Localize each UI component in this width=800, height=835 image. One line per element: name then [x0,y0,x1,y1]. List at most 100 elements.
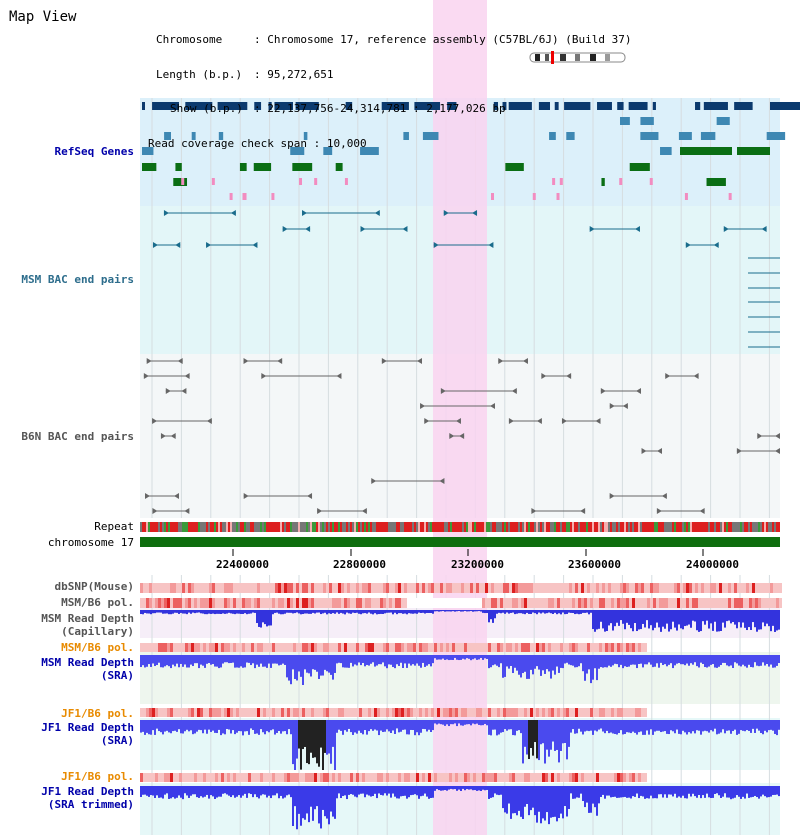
repeat-element[interactable] [616,522,618,532]
msm-depth-capillary-bar[interactable] [304,610,306,614]
jf1-depth-sra-bar[interactable] [184,720,186,732]
msm-depth-capillary-bar[interactable] [690,610,692,628]
msm-b6-pol-sra-cell[interactable] [218,643,221,652]
msm-b6-pol-cell[interactable] [689,598,692,608]
repeat-element[interactable] [470,522,472,532]
dbsnp-cell[interactable] [491,583,494,593]
msm-depth-sra-bar[interactable] [618,655,620,668]
jf1-b6-pol-cell[interactable] [500,708,503,717]
jf1-b6-pol-trim-cell[interactable] [617,773,620,782]
jf1-b6-pol-cell[interactable] [488,708,491,717]
msm-depth-capillary-bar[interactable] [576,610,578,614]
jf1-depth-trim-bar[interactable] [636,786,638,794]
jf1-depth-sra-bar[interactable] [728,720,730,731]
msm-depth-capillary-bar[interactable] [602,610,604,629]
track-label-jf1-b6-pol-2[interactable]: JF1/B6 pol. [61,770,134,783]
msm-b6-pol-cell[interactable] [278,598,281,608]
dbsnp-cell[interactable] [398,583,401,593]
msm-b6-pol-cell[interactable] [587,598,590,608]
msm-depth-capillary-bar[interactable] [414,610,416,614]
jf1-b6-pol-cell[interactable] [434,708,437,717]
msm-depth-sra-bar[interactable] [268,655,270,664]
jf1-depth-sra-bar[interactable] [348,720,350,729]
jf1-depth-sra-bar[interactable] [374,720,376,730]
gene-feature[interactable] [652,102,656,110]
dbsnp-cell[interactable] [602,583,605,593]
msm-b6-pol-cell[interactable] [176,598,179,608]
msm-depth-capillary-bar[interactable] [718,610,720,632]
jf1-depth-sra-bar[interactable] [378,720,380,736]
jf1-depth-trim-bar[interactable] [570,786,572,794]
jf1-depth-sra-bar[interactable] [714,720,716,729]
msm-b6-pol-cell[interactable] [776,598,779,608]
dbsnp-cell[interactable] [257,583,260,593]
jf1-b6-pol-trim-cell[interactable] [284,773,287,782]
repeat-element[interactable] [566,522,568,532]
msm-b6-pol-sra-cell[interactable] [422,643,425,652]
jf1-depth-trim-bar[interactable] [320,786,322,829]
jf1-depth-trim-bar[interactable] [526,786,528,804]
jf1-b6-pol-trim-cell[interactable] [164,773,167,782]
jf1-depth-sra-bar[interactable] [356,720,358,734]
jf1-b6-pol-cell[interactable] [452,708,455,717]
msm-b6-pol-cell[interactable] [332,598,335,608]
jf1-depth-sra-bar[interactable] [370,720,372,730]
msm-b6-pol-sra-cell[interactable] [542,643,545,652]
jf1-b6-pol-trim-cell[interactable] [362,773,365,782]
jf1-b6-pol-trim-cell[interactable] [281,773,284,782]
repeat-element[interactable] [768,522,770,532]
jf1-b6-pol-trim-cell[interactable] [632,773,635,782]
dbsnp-cell[interactable] [404,583,407,593]
msm-b6-pol-cell[interactable] [365,598,368,608]
msm-depth-sra-bar[interactable] [464,655,466,660]
msm-depth-sra-bar[interactable] [338,655,340,663]
msm-depth-sra-bar[interactable] [582,655,584,672]
jf1-b6-pol-trim-cell[interactable] [560,773,563,782]
jf1-b6-pol-cell[interactable] [203,708,206,717]
jf1-depth-trim-bar[interactable] [524,786,526,807]
jf1-depth-trim-bar[interactable] [492,786,494,798]
msm-depth-sra-bar[interactable] [606,655,608,668]
msm-depth-sra-bar[interactable] [722,655,724,663]
jf1-b6-pol-trim-cell[interactable] [626,773,629,782]
msm-depth-capillary-bar[interactable] [412,610,414,614]
gene-feature[interactable] [619,178,623,185]
jf1-depth-sra-bar[interactable] [456,720,458,727]
msm-depth-sra-bar[interactable] [274,655,276,664]
jf1-depth-sra-bar[interactable] [680,720,682,735]
msm-b6-pol-sra-cell[interactable] [338,643,341,652]
jf1-depth-sra-bar[interactable] [208,720,210,730]
dbsnp-cell[interactable] [287,583,290,593]
repeat-element[interactable] [598,522,600,532]
jf1-depth-trim-bar[interactable] [428,786,430,799]
jf1-depth-sra-bar[interactable] [654,720,656,732]
msm-depth-sra-bar[interactable] [564,655,566,664]
msm-b6-pol-sra-cell[interactable] [269,643,272,652]
jf1-depth-sra-bar[interactable] [268,720,270,733]
jf1-depth-sra-bar[interactable] [440,720,442,725]
repeat-element[interactable] [546,522,548,532]
jf1-b6-pol-cell[interactable] [629,708,632,717]
msm-depth-capillary-bar[interactable] [752,610,754,623]
gene-feature[interactable] [700,132,716,140]
msm-b6-pol-sra-cell[interactable] [350,643,353,652]
repeat-element[interactable] [336,522,338,532]
track-label-msm-depth-sra[interactable]: MSM Read Depth [41,656,134,669]
dbsnp-cell[interactable] [152,583,155,593]
repeat-element[interactable] [408,522,410,532]
jf1-b6-pol-cell[interactable] [320,708,323,717]
dbsnp-cell[interactable] [743,583,746,593]
dbsnp-cell[interactable] [677,583,680,593]
msm-depth-capillary-bar[interactable] [458,610,460,612]
msm-depth-sra-bar[interactable] [504,655,506,677]
jf1-depth-trim-bar[interactable] [572,786,574,799]
msm-depth-capillary-bar[interactable] [762,610,764,623]
msm-depth-sra-bar[interactable] [652,655,654,668]
msm-depth-capillary-bar[interactable] [530,610,532,614]
jf1-depth-trim-bar[interactable] [514,786,516,814]
msm-b6-pol-sra-cell[interactable] [323,643,326,652]
repeat-element[interactable] [310,522,312,532]
repeat-element[interactable] [528,522,530,532]
jf1-depth-sra-bar[interactable] [660,720,662,733]
msm-depth-sra-bar[interactable] [394,655,396,669]
